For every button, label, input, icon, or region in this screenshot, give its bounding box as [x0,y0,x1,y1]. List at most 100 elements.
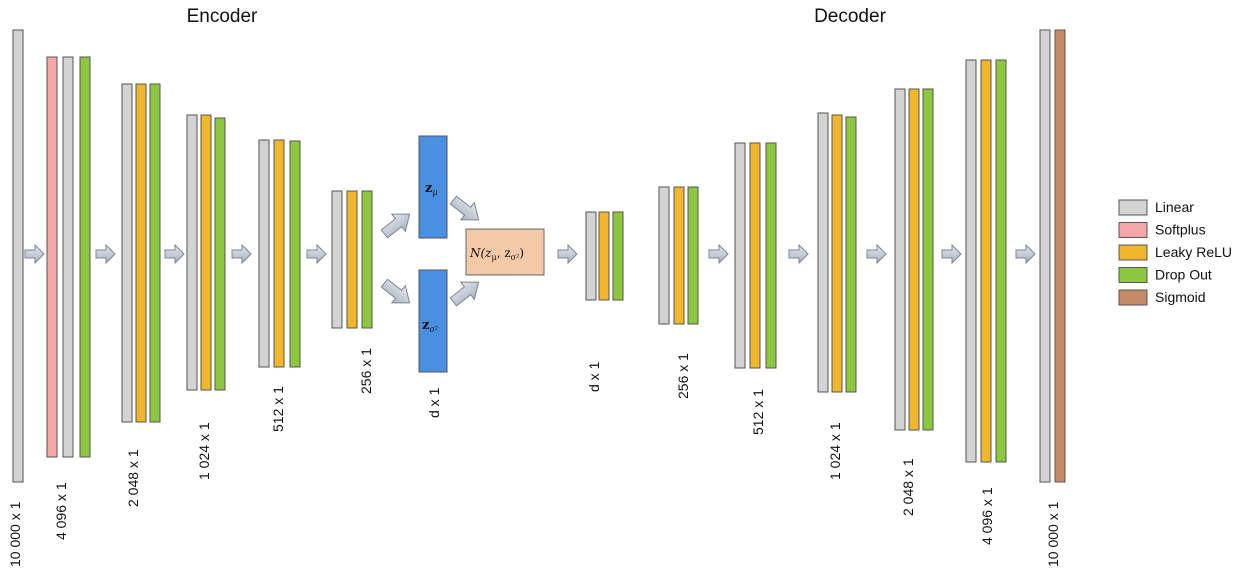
decoder-layer-group: 1 024 x 1 [817,112,857,480]
dropout-layer-bar [214,117,226,391]
dropout-layer-bar [289,140,301,368]
split-arrow-up [380,213,411,239]
encoder-layer-group: 1 024 x 1 [186,114,226,480]
flow-arrow [24,243,45,265]
legend-label: Drop Out [1155,267,1212,283]
sampling-rect [465,228,545,276]
flow-arrow [231,243,252,265]
encoder-size-label: 10 000 x 1 [7,501,23,567]
flow-arrow [788,243,809,265]
encoder-layer-group: 512 x 1 [258,139,301,432]
decoder-size-label: 256 x 1 [675,353,691,399]
decoder-size-label: 512 x 1 [750,389,766,435]
encoder-size-label: 1 024 x 1 [196,422,212,480]
sampling-formula: N(zμ, zσ²) [469,246,524,262]
decoder-size-label: 1 024 x 1 [827,422,843,480]
merge-arrow-from-mu [449,195,480,221]
latent-sigma-block: zσ² [418,269,448,373]
layer-blocks: 10 000 x 1 4 096 x 1 2 048 x 1 1 024 x 1 512… [7,29,1066,567]
flow-arrow [1015,243,1036,265]
latent-sigma-rect [418,269,448,373]
encoder-size-label: 2 048 x 1 [125,449,141,507]
softplus-layer-bar [46,56,58,458]
encoder-size-label: 256 x 1 [358,348,374,394]
legend-label: Sigmoid [1155,289,1206,305]
leaky-layer-bar [598,211,610,301]
decoder-size-label: d x 1 [586,361,602,392]
flow-arrow [306,243,327,265]
decoder-title: Decoder [814,6,886,27]
dropout-layer-bar [765,142,777,369]
linear-layer-bar [331,190,343,329]
leaky-layer-bar [346,190,358,329]
decoder-layer-group: 512 x 1 [734,142,777,435]
decoder-layer-group: 256 x 1 [658,186,699,399]
leaky-layer-bar [908,88,920,431]
legend-item-dropout: Drop Out [1118,267,1212,283]
decoder-size-label: 4 096 x 1 [979,487,995,545]
leaky-layer-bar [980,59,992,463]
decoder-layer-group: 2 048 x 1 [894,88,934,516]
flow-arrow [164,243,185,265]
linear-layer-bar [965,59,977,463]
flow-arrow [95,243,116,265]
linear-layer-bar [817,112,829,393]
legend-item-softplus: Softplus [1118,222,1206,238]
sampling-sigma-subscript: σ² [511,253,520,262]
sigmoid-layer-bar [1054,29,1066,483]
legend-swatch [1118,244,1148,261]
encoder-size-label: 4 096 x 1 [53,482,69,540]
sampling-formula-start: N(z [469,246,492,260]
flow-arrow [866,243,887,265]
encoder-layer-group: 10 000 x 1 [7,29,24,567]
flow-arrows [24,243,1036,265]
split-arrow-down [380,278,411,304]
latent-size-label: d x 1 [426,387,442,418]
legend-label: Leaky ReLU [1155,244,1232,260]
linear-layer-bar [1039,29,1051,483]
linear-layer-bar [121,83,133,423]
sampling-formula-end: ) [519,246,524,260]
decoder-size-label: 2 048 x 1 [900,458,916,516]
dropout-layer-bar [612,211,624,301]
linear-layer-bar [585,211,597,301]
latent-sigma-label: zσ² [422,318,438,334]
dropout-layer-bar [922,88,934,431]
dropout-layer-bar [995,59,1007,463]
flow-arrow [941,243,962,265]
linear-layer-bar [186,114,198,391]
leaky-layer-bar [831,114,843,393]
linear-layer-bar [658,186,670,325]
sampling-block: N(zμ, zσ²) [465,228,545,276]
linear-layer-bar [894,88,906,431]
legend-item-sigmoid: Sigmoid [1118,289,1206,306]
flow-arrow [708,243,729,265]
sampling-formula-mid: , z [497,246,511,260]
latent-sigma-symbol: z [422,318,429,333]
linear-layer-bar [258,139,270,368]
encoder-layer-group: 2 048 x 1 [121,83,161,507]
leaky-layer-bar [200,114,212,391]
flow-arrow [557,243,578,265]
merge-arrow-from-sigma [449,281,480,307]
legend-swatch [1118,199,1148,216]
dropout-layer-bar [845,116,857,393]
legend-swatch [1118,267,1148,283]
latent-sigma-subscript: σ² [429,325,438,334]
latent-mu-symbol: z [425,181,432,196]
legend-item-linear: Linear [1118,199,1194,216]
latent-mu-block: zμ [418,135,448,239]
sampling-mu-subscript: μ [492,253,497,262]
latent-mu-subscript: μ [432,188,437,197]
leaky-layer-bar [135,83,147,423]
dropout-layer-bar [687,186,699,325]
dropout-layer-bar [149,83,161,423]
leaky-layer-bar [273,139,285,368]
leaky-layer-bar [749,142,761,369]
legend-label: Softplus [1155,222,1206,238]
latent-mu-label: zμ [425,181,438,197]
legend-swatch [1118,222,1148,238]
encoder-layer-group: 4 096 x 1 [46,56,91,540]
legend-label: Linear [1155,199,1194,215]
